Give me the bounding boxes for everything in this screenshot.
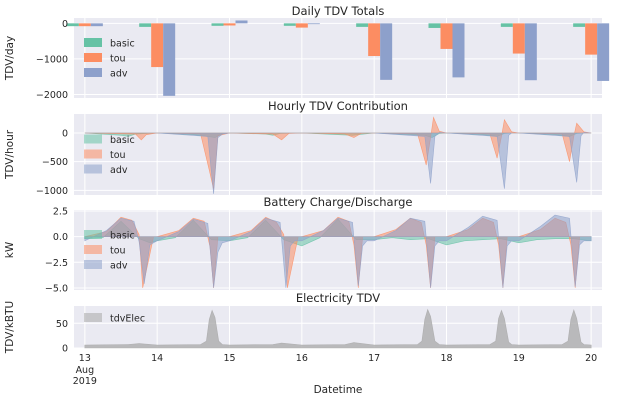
chart-title: Daily TDV Totals bbox=[292, 4, 385, 18]
y-tick-label: 0 bbox=[62, 128, 68, 139]
x-tick-label: 17 bbox=[368, 353, 380, 364]
x-tick-label: 18 bbox=[440, 353, 452, 364]
legend-swatch-adv bbox=[84, 68, 102, 77]
y-axis-label: TDV/hour bbox=[4, 129, 16, 180]
bar-adv bbox=[235, 20, 248, 24]
legend-swatch-tdvElec bbox=[84, 313, 102, 322]
bar-basic bbox=[283, 23, 296, 26]
y-axis-label: TDV/day bbox=[4, 36, 16, 81]
x-tick-label: 16 bbox=[296, 353, 308, 364]
legend-swatch-adv bbox=[84, 260, 102, 269]
bar-tou bbox=[151, 23, 164, 68]
x-axis-label: Datetime bbox=[314, 384, 363, 396]
y-tick-label: 50 bbox=[56, 319, 68, 330]
bar-adv bbox=[380, 23, 393, 80]
bar-adv bbox=[307, 23, 320, 25]
legend-swatch-tou bbox=[84, 53, 102, 62]
legend-swatch-basic bbox=[84, 134, 102, 144]
legend-label-tou: tou bbox=[110, 246, 126, 257]
legend-label-basic: basic bbox=[110, 39, 135, 50]
y-tick-label: −5.0 bbox=[45, 283, 68, 294]
panel-4 bbox=[74, 306, 602, 349]
y-tick-label: 0.0 bbox=[53, 232, 68, 243]
x-tick-label: 19 bbox=[513, 353, 525, 364]
y-tick-label: 0 bbox=[62, 19, 68, 30]
legend-label-basic: basic bbox=[110, 135, 135, 146]
area-adv bbox=[84, 214, 592, 288]
legend-swatch-adv bbox=[84, 164, 102, 174]
bar-tou bbox=[512, 23, 525, 54]
y-tick-label: −500 bbox=[42, 157, 68, 168]
plot-background bbox=[74, 114, 602, 195]
bar-basic bbox=[573, 23, 586, 27]
area-tdvElec bbox=[84, 308, 592, 349]
legend-label-tdvElec: tdvElec bbox=[110, 314, 145, 325]
x-tick-label: 14 bbox=[151, 353, 163, 364]
bar-basic bbox=[356, 23, 369, 27]
y-tick-label: −2000 bbox=[36, 90, 68, 101]
bar-tou bbox=[585, 23, 598, 55]
x-tick-label: 20 bbox=[585, 353, 597, 364]
legend-swatch-basic bbox=[84, 38, 102, 47]
x-tick-sublabel: Aug bbox=[76, 365, 95, 376]
legend-label-basic: basic bbox=[110, 231, 135, 242]
x-tick-label: 15 bbox=[223, 353, 235, 364]
legend-label-adv: adv bbox=[110, 165, 128, 176]
bar-basic bbox=[66, 23, 79, 27]
y-tick-label: 2.5 bbox=[53, 207, 68, 218]
bar-tou bbox=[440, 23, 453, 49]
bar-basic bbox=[428, 23, 441, 28]
panel-3 bbox=[74, 210, 602, 290]
x-tick-sublabel: 2019 bbox=[73, 376, 97, 387]
panel-1 bbox=[66, 18, 610, 98]
plot-background bbox=[74, 306, 602, 348]
panel-2 bbox=[74, 114, 602, 195]
chart-title: Battery Charge/Discharge bbox=[264, 195, 413, 209]
y-tick-label: −1000 bbox=[36, 186, 68, 197]
area-adv bbox=[84, 132, 592, 194]
bar-basic bbox=[139, 23, 152, 27]
x-tick-label: 13 bbox=[79, 353, 91, 364]
legend-swatch-basic bbox=[84, 230, 102, 239]
bar-tou bbox=[223, 23, 236, 26]
bar-tou bbox=[368, 23, 381, 57]
bar-tou bbox=[295, 23, 308, 28]
legend-swatch-tou bbox=[84, 149, 102, 159]
legend-label-adv: adv bbox=[110, 69, 128, 80]
chart-title: Electricity TDV bbox=[296, 291, 380, 305]
legend-swatch-tou bbox=[84, 245, 102, 254]
bar-adv bbox=[452, 23, 465, 78]
bar-basic bbox=[211, 23, 224, 26]
legend-label-adv: adv bbox=[110, 261, 128, 272]
bar-basic bbox=[500, 23, 513, 27]
bar-adv bbox=[163, 23, 176, 96]
y-axis-label: kW bbox=[4, 241, 16, 258]
y-tick-label: 0 bbox=[62, 344, 68, 355]
chart-title: Hourly TDV Contribution bbox=[268, 99, 408, 113]
y-tick-label: −2.5 bbox=[45, 258, 68, 269]
legend-label-tou: tou bbox=[110, 150, 126, 161]
y-tick-label: −1000 bbox=[36, 54, 68, 65]
bar-adv bbox=[524, 23, 537, 81]
legend-label-tou: tou bbox=[110, 54, 126, 65]
bar-adv bbox=[90, 23, 103, 27]
y-axis-label: TDV/kBTU bbox=[4, 301, 16, 354]
bar-adv bbox=[597, 23, 610, 81]
bar-tou bbox=[78, 23, 91, 27]
